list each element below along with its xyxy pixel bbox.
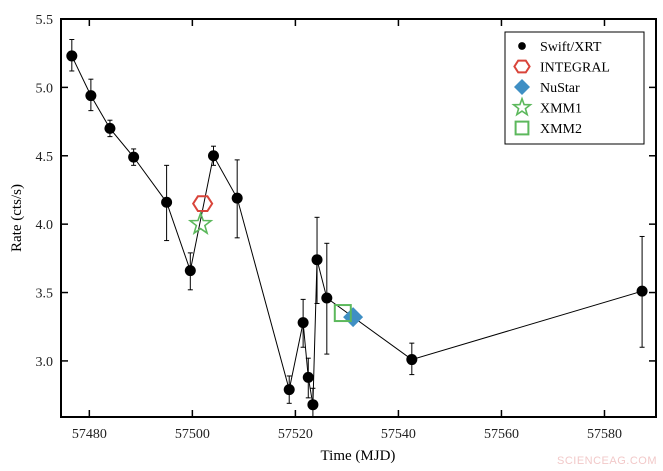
data-point-swift-xrt — [321, 292, 333, 304]
data-point-swift-xrt — [636, 285, 648, 297]
data-point-swift-xrt — [302, 371, 314, 383]
y-tick-label: 5.0 — [36, 81, 54, 96]
data-point-xmm1 — [187, 210, 214, 235]
x-tick-label: 57560 — [484, 427, 519, 442]
data-point-swift-xrt — [311, 254, 323, 266]
x-tick-label: 57540 — [381, 427, 416, 442]
data-point-swift-xrt — [297, 317, 309, 329]
series-line-swift-xrt — [71, 55, 643, 405]
x-tick-label: 57580 — [587, 427, 622, 442]
data-point-swift-xrt — [406, 354, 418, 366]
data-point-swift-xrt — [161, 196, 173, 208]
y-tick-label: 4.5 — [36, 150, 54, 165]
y-axis-label: Rate (cts/s) — [9, 184, 25, 252]
data-point-swift-xrt — [85, 90, 97, 102]
watermark: SCIENCEAG.COM — [556, 455, 657, 467]
legend-label: XMM2 — [540, 122, 582, 137]
x-tick-label: 57520 — [278, 427, 313, 442]
x-axis-label: Time (MJD) — [321, 448, 396, 464]
y-tick-label: 5.5 — [36, 13, 54, 28]
data-point-integral — [191, 195, 214, 213]
data-point-nustar — [343, 307, 364, 328]
data-point-swift-xrt — [307, 399, 319, 411]
x-tick-label: 57480 — [72, 427, 107, 442]
y-tick-label: 3.5 — [36, 287, 54, 302]
y-tick-label: 4.0 — [36, 218, 54, 233]
legend-label: INTEGRAL — [540, 61, 610, 76]
y-tick-label: 3.0 — [36, 355, 54, 370]
x-tick-label: 57500 — [175, 427, 210, 442]
legend-marker-xmm1 — [511, 96, 533, 117]
data-point-swift-xrt — [128, 151, 140, 163]
data-point-swift-xrt — [104, 122, 116, 134]
legend-marker-integral — [513, 59, 531, 74]
data-point-swift-xrt — [231, 192, 243, 204]
legend: Swift/XRT INTEGRAL NuStar XMM1 XMM2 — [504, 31, 645, 145]
data-point-swift-xrt — [207, 150, 219, 162]
data-point-swift-xrt — [66, 50, 78, 62]
legend-marker-swift-xrt — [518, 42, 526, 50]
legend-label: NuStar — [540, 81, 580, 96]
data-point-swift-xrt — [184, 265, 196, 277]
data-point-xmm2 — [333, 304, 352, 323]
plot-frame — [60, 18, 657, 418]
legend-marker-xmm2 — [514, 120, 530, 136]
legend-marker-nustar — [514, 79, 530, 95]
data-point-swift-xrt — [283, 384, 295, 396]
legend-label: XMM1 — [540, 102, 582, 117]
legend-label: Swift/XRT — [540, 40, 602, 55]
